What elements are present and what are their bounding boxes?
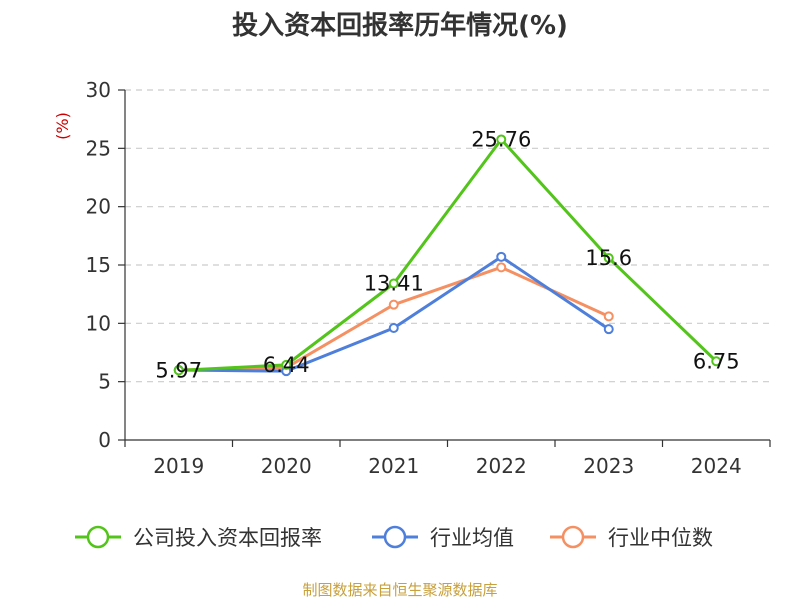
data-labels: 5.97 6.44 13.41 25.76 15.6 6.75 xyxy=(155,127,739,382)
data-point xyxy=(281,359,292,370)
data-point xyxy=(496,134,507,145)
series-line xyxy=(178,137,718,372)
y-tick-label: 5 xyxy=(98,370,111,394)
x-tick-label: 2023 xyxy=(583,454,634,478)
data-point xyxy=(496,251,507,262)
data-label: 25.76 xyxy=(471,127,531,151)
x-tick-label: 2022 xyxy=(476,454,527,478)
legend-label: 行业均值 xyxy=(430,526,514,550)
data-point xyxy=(173,365,184,376)
legend-marker xyxy=(383,525,407,549)
data-label: 5.97 xyxy=(155,358,202,382)
data-label: 15.6 xyxy=(585,246,632,270)
source-note: 制图数据来自恒生聚源数据库 xyxy=(302,581,497,599)
data-point xyxy=(388,299,399,310)
grid xyxy=(125,89,770,383)
y-tick-label: 15 xyxy=(86,253,111,277)
data-point xyxy=(388,278,399,289)
data-point xyxy=(496,262,507,273)
y-tick-label: 30 xyxy=(86,78,111,102)
series xyxy=(173,134,722,377)
y-tick-label: 0 xyxy=(98,428,111,452)
data-point xyxy=(603,311,614,322)
legend: 公司投入资本回报率 行业均值 行业中位数 xyxy=(75,525,713,550)
data-point xyxy=(603,324,614,335)
y-tick-label: 25 xyxy=(86,136,111,160)
legend-item: 公司投入资本回报率 xyxy=(75,525,322,550)
x-tick-label: 2021 xyxy=(368,454,419,478)
x-tick-label: 2024 xyxy=(691,454,742,478)
data-label: 6.75 xyxy=(693,349,740,373)
data-point xyxy=(603,253,614,263)
legend-item: 行业均值 xyxy=(372,525,514,550)
x-tick-label: 2020 xyxy=(261,454,312,478)
series-0 xyxy=(173,134,722,376)
data-label: 13.41 xyxy=(364,272,424,296)
legend-label: 行业中位数 xyxy=(608,526,713,550)
legend-marker xyxy=(86,525,110,549)
legend-item: 行业中位数 xyxy=(550,525,713,550)
y-tick-label: 10 xyxy=(86,311,111,335)
legend-label: 公司投入资本回报率 xyxy=(133,526,322,550)
data-label: 6.44 xyxy=(263,353,310,377)
y-tick-label: 20 xyxy=(86,195,111,219)
chart-title: 投入资本回报率历年情况(%) xyxy=(232,10,568,41)
data-point xyxy=(711,356,722,367)
axes: 0 5 10 15 20 25 30 2019 2020 2021 2022 2023 2024 xyxy=(86,78,771,478)
data-point xyxy=(388,323,399,333)
legend-marker xyxy=(561,525,585,549)
y-axis-unit: (%) xyxy=(53,112,72,140)
x-tick-label: 2019 xyxy=(153,454,204,478)
